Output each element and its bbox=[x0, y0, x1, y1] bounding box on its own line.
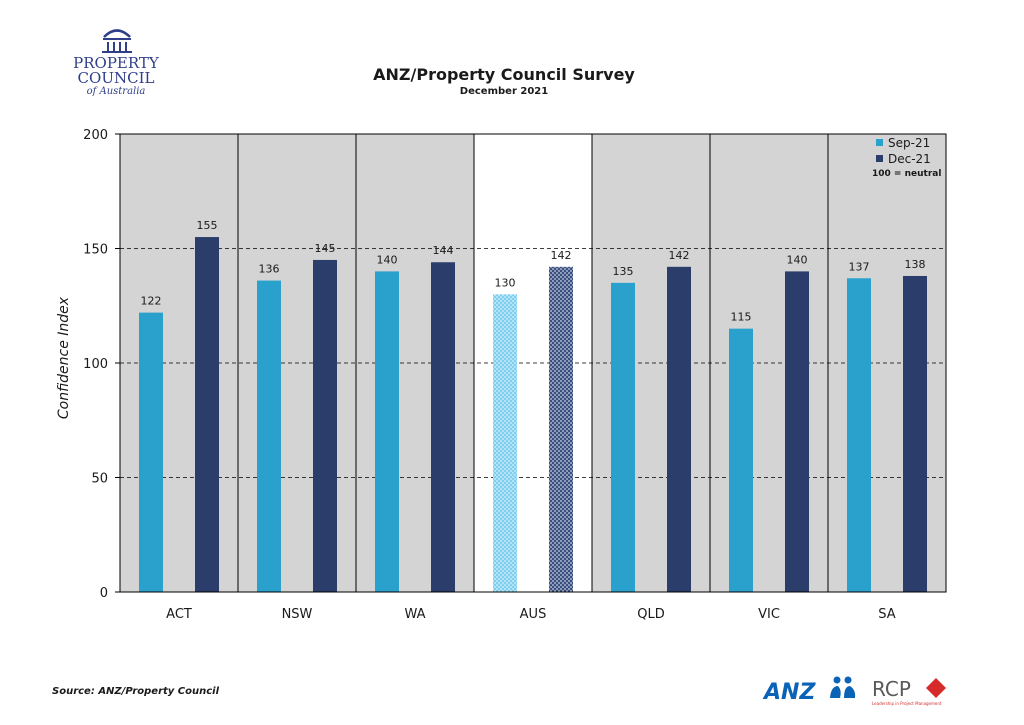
rcp-tagline: Leadership in Project Management bbox=[872, 701, 942, 706]
rcp-logo: RCP Leadership in Project Management bbox=[872, 677, 946, 706]
bar-nsw-sep bbox=[257, 280, 281, 592]
y-tick-label: 200 bbox=[83, 128, 108, 143]
bar-sa-sep bbox=[847, 278, 871, 592]
data-label: 142 bbox=[551, 249, 572, 262]
chart-title: ANZ/Property Council Survey bbox=[373, 65, 635, 84]
data-label: 115 bbox=[731, 311, 752, 324]
bar-nsw-dec bbox=[313, 259, 337, 592]
bar-vic-dec bbox=[785, 271, 809, 592]
data-label: 142 bbox=[669, 249, 690, 262]
logo-line-2: COUNCIL bbox=[78, 69, 155, 87]
bar-qld-dec bbox=[667, 266, 691, 592]
bar-aus-sep bbox=[493, 294, 517, 592]
y-tick-label: 150 bbox=[83, 243, 108, 258]
data-label: 140 bbox=[377, 253, 398, 266]
data-label: 155 bbox=[197, 219, 218, 232]
bar-wa-sep bbox=[375, 271, 399, 592]
anz-logo: ANZ bbox=[762, 676, 856, 705]
bar-sa-dec bbox=[903, 275, 927, 592]
bar-act-dec bbox=[195, 237, 219, 593]
legend-note: 100 = neutral bbox=[872, 169, 941, 179]
x-tick-label: WA bbox=[404, 607, 425, 622]
bar-act-sep bbox=[139, 312, 163, 592]
anz-logo-text: ANZ bbox=[762, 680, 816, 705]
data-label: 130 bbox=[495, 276, 516, 289]
legend-swatch-dec bbox=[876, 155, 883, 162]
y-tick-label: 0 bbox=[100, 586, 108, 601]
y-tick-label: 50 bbox=[91, 472, 108, 487]
data-label: 122 bbox=[141, 295, 162, 308]
x-tick-label: NSW bbox=[282, 607, 313, 622]
bar-qld-sep bbox=[611, 282, 635, 592]
x-tick-label: ACT bbox=[166, 607, 192, 622]
x-tick-label: VIC bbox=[758, 607, 780, 622]
x-tick-label: AUS bbox=[520, 607, 547, 622]
data-label: 144 bbox=[433, 244, 454, 257]
logo-line-3: of Australia bbox=[87, 86, 146, 97]
bar-aus-dec bbox=[549, 266, 573, 592]
data-label: 136 bbox=[259, 263, 280, 276]
data-label: 137 bbox=[849, 260, 870, 273]
legend-label-sep: Sep-21 bbox=[888, 136, 930, 150]
chart-subtitle: December 2021 bbox=[460, 86, 548, 97]
source-note: Source: ANZ/Property Council bbox=[52, 686, 220, 697]
y-tick-label: 100 bbox=[83, 357, 108, 372]
bar-vic-sep bbox=[729, 328, 753, 592]
property-council-logo: PROPERTY COUNCIL of Australia bbox=[73, 29, 160, 97]
legend-swatch-sep bbox=[876, 139, 883, 146]
legend: Sep-21 Dec-21 100 = neutral bbox=[872, 136, 941, 179]
rcp-diamond-icon bbox=[926, 678, 946, 698]
logo-line-1: PROPERTY bbox=[73, 54, 160, 72]
data-label: 145 bbox=[315, 242, 336, 255]
rcp-logo-text: RCP bbox=[872, 677, 911, 701]
data-label: 135 bbox=[613, 265, 634, 278]
bar-wa-dec bbox=[431, 262, 455, 592]
data-label: 140 bbox=[787, 253, 808, 266]
data-label: 138 bbox=[905, 258, 926, 271]
x-tick-label: QLD bbox=[637, 607, 665, 622]
legend-label-dec: Dec-21 bbox=[888, 152, 931, 166]
plot-area: 122 155 136 145 140 144 130 142 135 142 115 140 137 1… bbox=[119, 133, 947, 593]
x-tick-label: SA bbox=[878, 607, 895, 622]
y-axis-label: Confidence Index bbox=[56, 296, 72, 419]
anz-people-icon bbox=[830, 676, 856, 698]
